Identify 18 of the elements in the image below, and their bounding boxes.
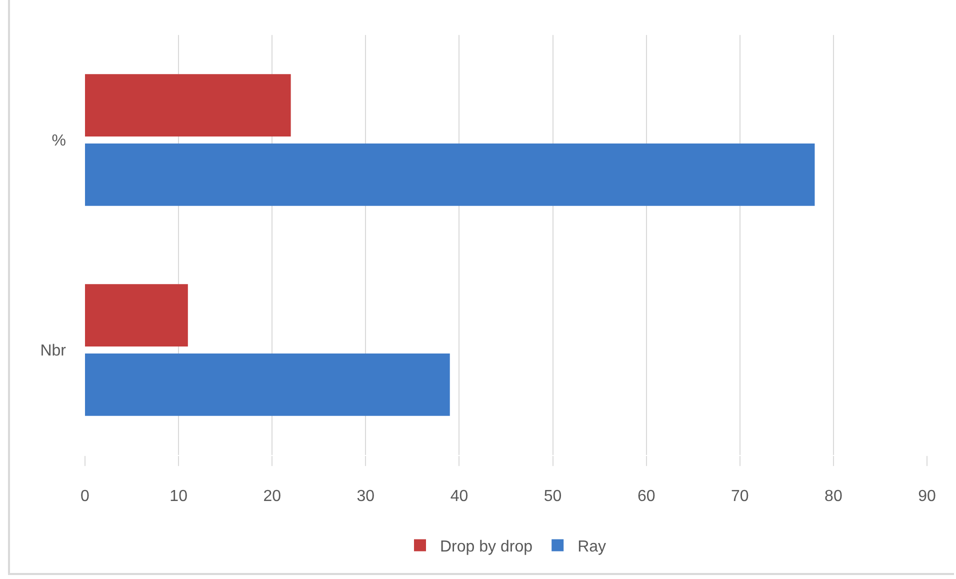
legend-label: Ray: [578, 538, 606, 556]
y-tick-label: %: [52, 132, 66, 150]
x-tick-label: 0: [80, 488, 90, 506]
bar: [85, 353, 450, 416]
y-tick-label: Nbr: [40, 342, 67, 360]
x-tick-label: 40: [450, 488, 468, 506]
x-tick-label: 50: [544, 488, 562, 506]
bar: [85, 74, 291, 137]
x-tick-label: 20: [263, 488, 282, 506]
bar: [85, 143, 815, 206]
x-tick-label: 60: [637, 488, 656, 506]
bar: [85, 284, 188, 347]
legend-label: Drop by drop: [440, 538, 533, 556]
x-tick-label: 90: [918, 488, 936, 506]
x-tick-label: 80: [824, 488, 842, 506]
x-tick-label: 70: [730, 488, 749, 506]
x-tick-label: 30: [356, 488, 375, 506]
x-tick-label: 10: [170, 488, 188, 506]
